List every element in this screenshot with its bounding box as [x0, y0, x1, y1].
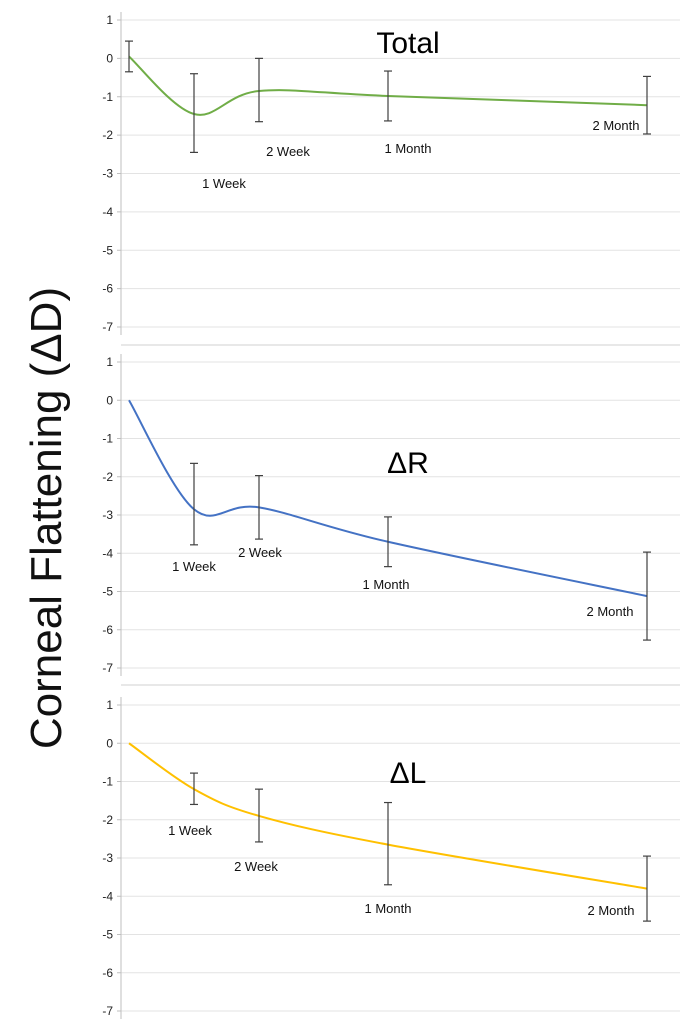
point-label: 1 Month [363, 577, 410, 592]
error-bar [190, 462, 198, 546]
error-bar [384, 801, 392, 886]
point-label: 2 Month [588, 903, 635, 918]
error-bar [190, 73, 198, 153]
chart-panel-1: 1 0 -1 -2 -3 -4 -5 -6 -7 1 Week 2 Week 1 Month 2 Mon… [102, 12, 680, 346]
y-tick-label: -6 [102, 282, 113, 296]
panel-title: Total [376, 27, 439, 60]
point-label: 2 Week [234, 859, 278, 874]
y-tick-label: -1 [102, 90, 113, 104]
y-tick-label: -1 [102, 775, 113, 789]
error-bar [255, 475, 263, 540]
point-label: 1 Week [168, 823, 212, 838]
error-bar [643, 75, 651, 135]
y-tick-label: -2 [102, 470, 113, 484]
point-label: 2 Week [238, 545, 282, 560]
y-tick-label: -3 [102, 508, 113, 522]
y-tick-label: 1 [106, 13, 113, 27]
point-label: 1 Month [365, 901, 412, 916]
y-tick-label: -6 [102, 966, 113, 980]
y-tick-label: -5 [102, 243, 113, 257]
error-bar [643, 855, 651, 922]
y-tick-label: -7 [102, 661, 113, 675]
y-tick-label: 0 [106, 393, 113, 407]
y-tick-label: -4 [102, 889, 113, 903]
series-line [128, 399, 648, 598]
series-line [128, 742, 648, 890]
y-tick-label: 1 [106, 355, 113, 369]
error-bar [125, 40, 133, 73]
point-label: 1 Month [385, 141, 432, 156]
y-tick-label: -3 [102, 851, 113, 865]
y-tick-label: -7 [102, 1004, 113, 1018]
point-label: 1 Week [172, 559, 216, 574]
chart-panel-2: 1 0 -1 -2 -3 -4 -5 -6 -7 1 Week 2 Week 1 Month 2 Mon… [102, 354, 680, 686]
y-tick-label: -1 [102, 432, 113, 446]
series-line [128, 55, 648, 116]
point-label: 2 Month [593, 118, 640, 133]
y-tick-label: -5 [102, 928, 113, 942]
y-tick-label: -2 [102, 128, 113, 142]
y-tick-label: -5 [102, 585, 113, 599]
chart-panel-3: 1 0 -1 -2 -3 -4 -5 -6 -7 1 Week 2 Week 1 Month 2 Mon… [102, 697, 680, 1019]
error-bar [255, 788, 263, 843]
panel-title: ΔL [390, 757, 427, 790]
panel-title: ΔR [387, 447, 429, 480]
error-bar [190, 772, 198, 806]
error-bar [384, 516, 392, 568]
y-tick-label: -4 [102, 205, 113, 219]
y-tick-label: -4 [102, 546, 113, 560]
y-tick-label: -7 [102, 320, 113, 334]
y-tick-label: -2 [102, 813, 113, 827]
y-tick-label: -6 [102, 623, 113, 637]
error-bar [384, 70, 392, 122]
y-tick-label: 1 [106, 698, 113, 712]
point-label: 2 Month [587, 604, 634, 619]
point-label: 1 Week [202, 176, 246, 191]
error-bar [643, 551, 651, 641]
y-tick-label: -3 [102, 167, 113, 181]
error-bar [255, 57, 263, 123]
point-label: 2 Week [266, 144, 310, 159]
y-tick-label: 0 [106, 51, 113, 65]
y-tick-label: 0 [106, 736, 113, 750]
